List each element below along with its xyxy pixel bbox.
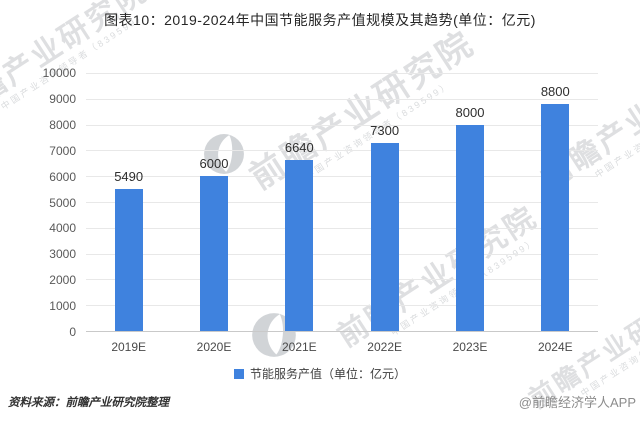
gridline: [86, 176, 598, 178]
gridline: [86, 98, 598, 100]
x-tick-label: 2019E: [111, 340, 147, 354]
bar-value-label: 5490: [114, 169, 144, 185]
y-tick-label: 3000: [49, 247, 76, 262]
bar-column: 8000: [427, 73, 512, 331]
bar-column: 8800: [513, 73, 598, 331]
gridline: [86, 253, 598, 255]
gridline: [86, 124, 598, 126]
y-tick-label: 0: [69, 325, 76, 339]
source-note: 资料来源：前瞻产业研究院整理: [8, 397, 169, 409]
bar-value-label: 6000: [199, 156, 229, 172]
chart-title: 图表10：2019-2024年中国节能服务产值规模及其趋势(单位：亿元): [104, 12, 536, 28]
gridline: [86, 227, 598, 229]
bar-value-label: 8000: [455, 104, 485, 120]
y-axis: 0 1000 2000 3000 4000 5000 6000 7000 8000 9000 100…: [28, 66, 78, 339]
bar-column: 6640: [257, 73, 342, 331]
x-tick-label: 2023E: [452, 340, 488, 354]
bar: [541, 103, 570, 331]
plot-area: 5490 6000 6640 7300 8000 8800: [86, 73, 598, 332]
qianzhan-logo-icon: [251, 312, 297, 358]
x-axis: 2019E 2020E 2021E 2022E 2023E 2024E: [86, 340, 598, 354]
bar-value-label: 8800: [540, 83, 570, 99]
y-tick-label: 2000: [49, 273, 76, 288]
y-tick-label: 5000: [49, 195, 76, 210]
bar: [370, 142, 399, 331]
y-tick-label: 9000: [49, 91, 76, 106]
x-tick-label: 2022E: [367, 340, 402, 354]
bar: [285, 159, 314, 331]
bar-columns: 5490 6000 6640 7300 8000 8800: [86, 73, 598, 331]
bar-value-label: 6640: [284, 139, 314, 155]
gridline: [86, 305, 598, 307]
x-tick-label: 2021E: [281, 340, 317, 354]
bar: [199, 176, 228, 331]
bar-column: 5490: [86, 73, 171, 331]
bar-column: 6000: [171, 73, 256, 331]
y-tick-label: 10000: [42, 66, 76, 80]
y-tick-label: 1000: [49, 299, 76, 314]
legend-swatch: [233, 368, 244, 379]
gridline: [86, 150, 598, 152]
gridline: [86, 279, 598, 281]
y-tick-label: 4000: [49, 221, 76, 236]
y-tick-label: 7000: [49, 143, 76, 158]
x-tick-label: 2024E: [537, 340, 573, 354]
y-tick-label: 6000: [49, 169, 76, 184]
bar: [114, 189, 143, 331]
x-tick-label: 2020E: [196, 340, 232, 354]
legend: 节能服务产值（单位：亿元）: [0, 365, 640, 382]
bar-column: 7300: [342, 73, 427, 331]
app-credit: @前瞻经济学人APP: [518, 395, 636, 410]
legend-label: 节能服务产值（单位：亿元）: [249, 367, 406, 381]
gridlines: [86, 73, 598, 331]
gridline: [86, 202, 598, 203]
bar: [455, 124, 484, 331]
qianzhan-logo-icon: [203, 133, 245, 175]
bar-value-label: 7300: [370, 122, 400, 138]
gridline: [86, 73, 598, 74]
y-tick-label: 8000: [49, 117, 76, 132]
